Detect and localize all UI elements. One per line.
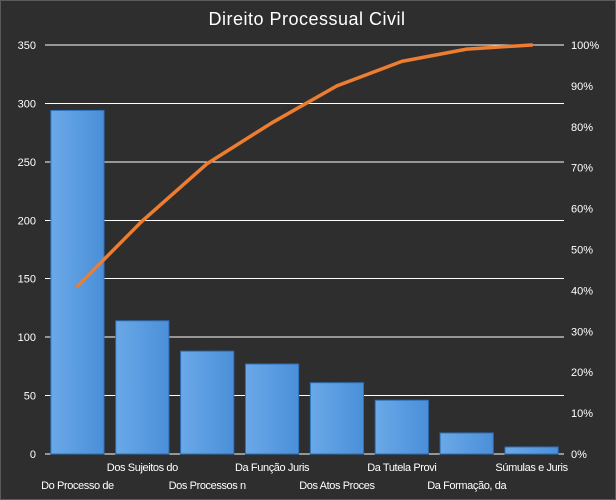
y2-tick-label: 100% xyxy=(571,40,599,52)
line-point xyxy=(270,121,274,125)
y-tick-label: 300 xyxy=(18,98,36,110)
y2-tick-label: 40% xyxy=(571,285,593,297)
y2-tick-label: 30% xyxy=(571,326,593,338)
cumulative-line-series xyxy=(75,43,534,289)
bar xyxy=(439,432,494,455)
x-tick-label: Da Formação, da xyxy=(427,480,507,492)
y2-tick-label: 20% xyxy=(571,367,593,379)
y2-tick-label: 80% xyxy=(571,122,593,134)
y-tick-label: 0 xyxy=(30,449,36,461)
line-point xyxy=(75,284,80,288)
y-tick-label: 350 xyxy=(18,40,36,52)
x-tick-label: Dos Sujeitos do xyxy=(107,462,178,474)
bar xyxy=(504,446,559,455)
line-point xyxy=(335,84,339,88)
x-tick-label: Súmulas e Juris xyxy=(495,462,568,474)
y-tick-label: 150 xyxy=(18,274,36,286)
y2-tick-label: 60% xyxy=(571,204,593,216)
bar xyxy=(50,109,105,455)
line-point xyxy=(400,59,404,63)
x-tick-label: Dos Processos n xyxy=(169,480,246,492)
cumulative-line xyxy=(75,43,534,289)
y-tick-label: 250 xyxy=(18,157,36,169)
category-labels: Do Processo de Dos Sujeitos do Dos Process… xyxy=(41,462,569,492)
x-tick-label: Da Tutela Provi xyxy=(367,462,436,474)
x-tick-label: Dos Atos Proces xyxy=(299,480,375,492)
line-point xyxy=(529,43,534,47)
left-axis-ticks: 0 50 100 150 200 250 300 350 xyxy=(18,40,36,461)
line-point xyxy=(465,47,469,51)
line-point xyxy=(140,219,144,223)
bar xyxy=(115,320,170,455)
y-tick-label: 50 xyxy=(24,391,36,403)
right-axis-ticks: 0% 10% 20% 30% 40% 50% 60% 70% 80% 90% 100% xyxy=(571,40,599,461)
y2-tick-label: 70% xyxy=(571,163,593,175)
y2-tick-label: 0% xyxy=(571,449,587,461)
bar xyxy=(374,399,429,455)
y2-tick-label: 90% xyxy=(571,81,593,93)
line-point xyxy=(205,162,209,166)
chart-title: Direito Processual Civil xyxy=(208,9,405,29)
y2-tick-label: 10% xyxy=(571,408,593,420)
bar xyxy=(180,350,235,455)
x-tick-label: Do Processo de xyxy=(41,480,114,492)
bar xyxy=(244,363,300,455)
bar xyxy=(309,382,365,455)
x-tick-label: Da Função Juris xyxy=(235,462,310,474)
y-tick-label: 100 xyxy=(18,332,36,344)
y2-tick-label: 50% xyxy=(571,245,593,257)
bar-series xyxy=(50,109,559,455)
y-tick-label: 200 xyxy=(18,215,36,227)
